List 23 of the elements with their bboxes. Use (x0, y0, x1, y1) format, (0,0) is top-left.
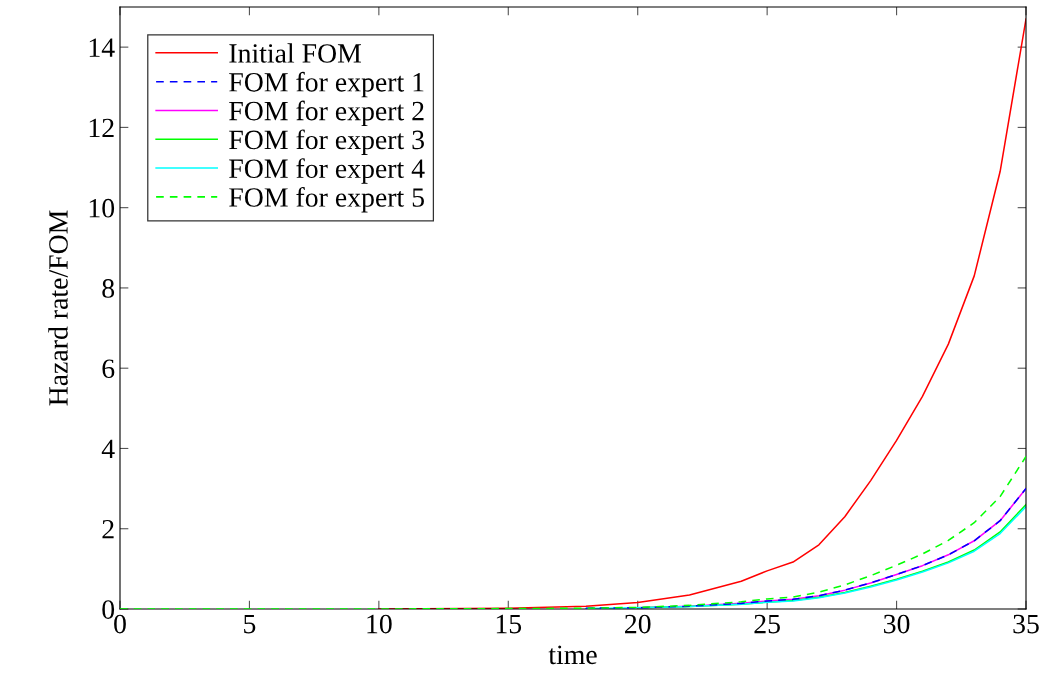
x-tick-label: 30 (884, 614, 910, 634)
y-tick-label: 10 (89, 198, 115, 218)
legend-label: FOM for expert 2 (229, 100, 424, 127)
y-tick-label: 12 (89, 118, 114, 138)
y-tick-label: 0 (102, 600, 115, 619)
x-tick-label: 35 (1013, 614, 1039, 634)
x-tick-label: 10 (367, 614, 392, 634)
legend-label: Initial FOM (229, 43, 362, 63)
legend-label: FOM for expert 1 (229, 71, 424, 98)
x-tick-label: 25 (754, 614, 780, 634)
y-axis-title: Hazard rate/FOM (48, 210, 68, 406)
legend-label: FOM for expert 5 (229, 187, 424, 213)
x-tick-label: 5 (244, 614, 256, 634)
y-tick-label: 14 (89, 38, 115, 57)
y-tick-label: 2 (102, 519, 114, 539)
x-axis-title: time (548, 645, 597, 665)
y-tick-label: 4 (101, 439, 115, 459)
y-tick-label: 8 (102, 279, 115, 298)
x-tick-label: 20 (625, 614, 651, 634)
legend-label: FOM for expert 4 (229, 158, 425, 184)
legend-label: FOM for expert 3 (229, 129, 424, 155)
y-tick-label: 6 (102, 359, 115, 379)
x-tick-label: 15 (496, 614, 522, 634)
